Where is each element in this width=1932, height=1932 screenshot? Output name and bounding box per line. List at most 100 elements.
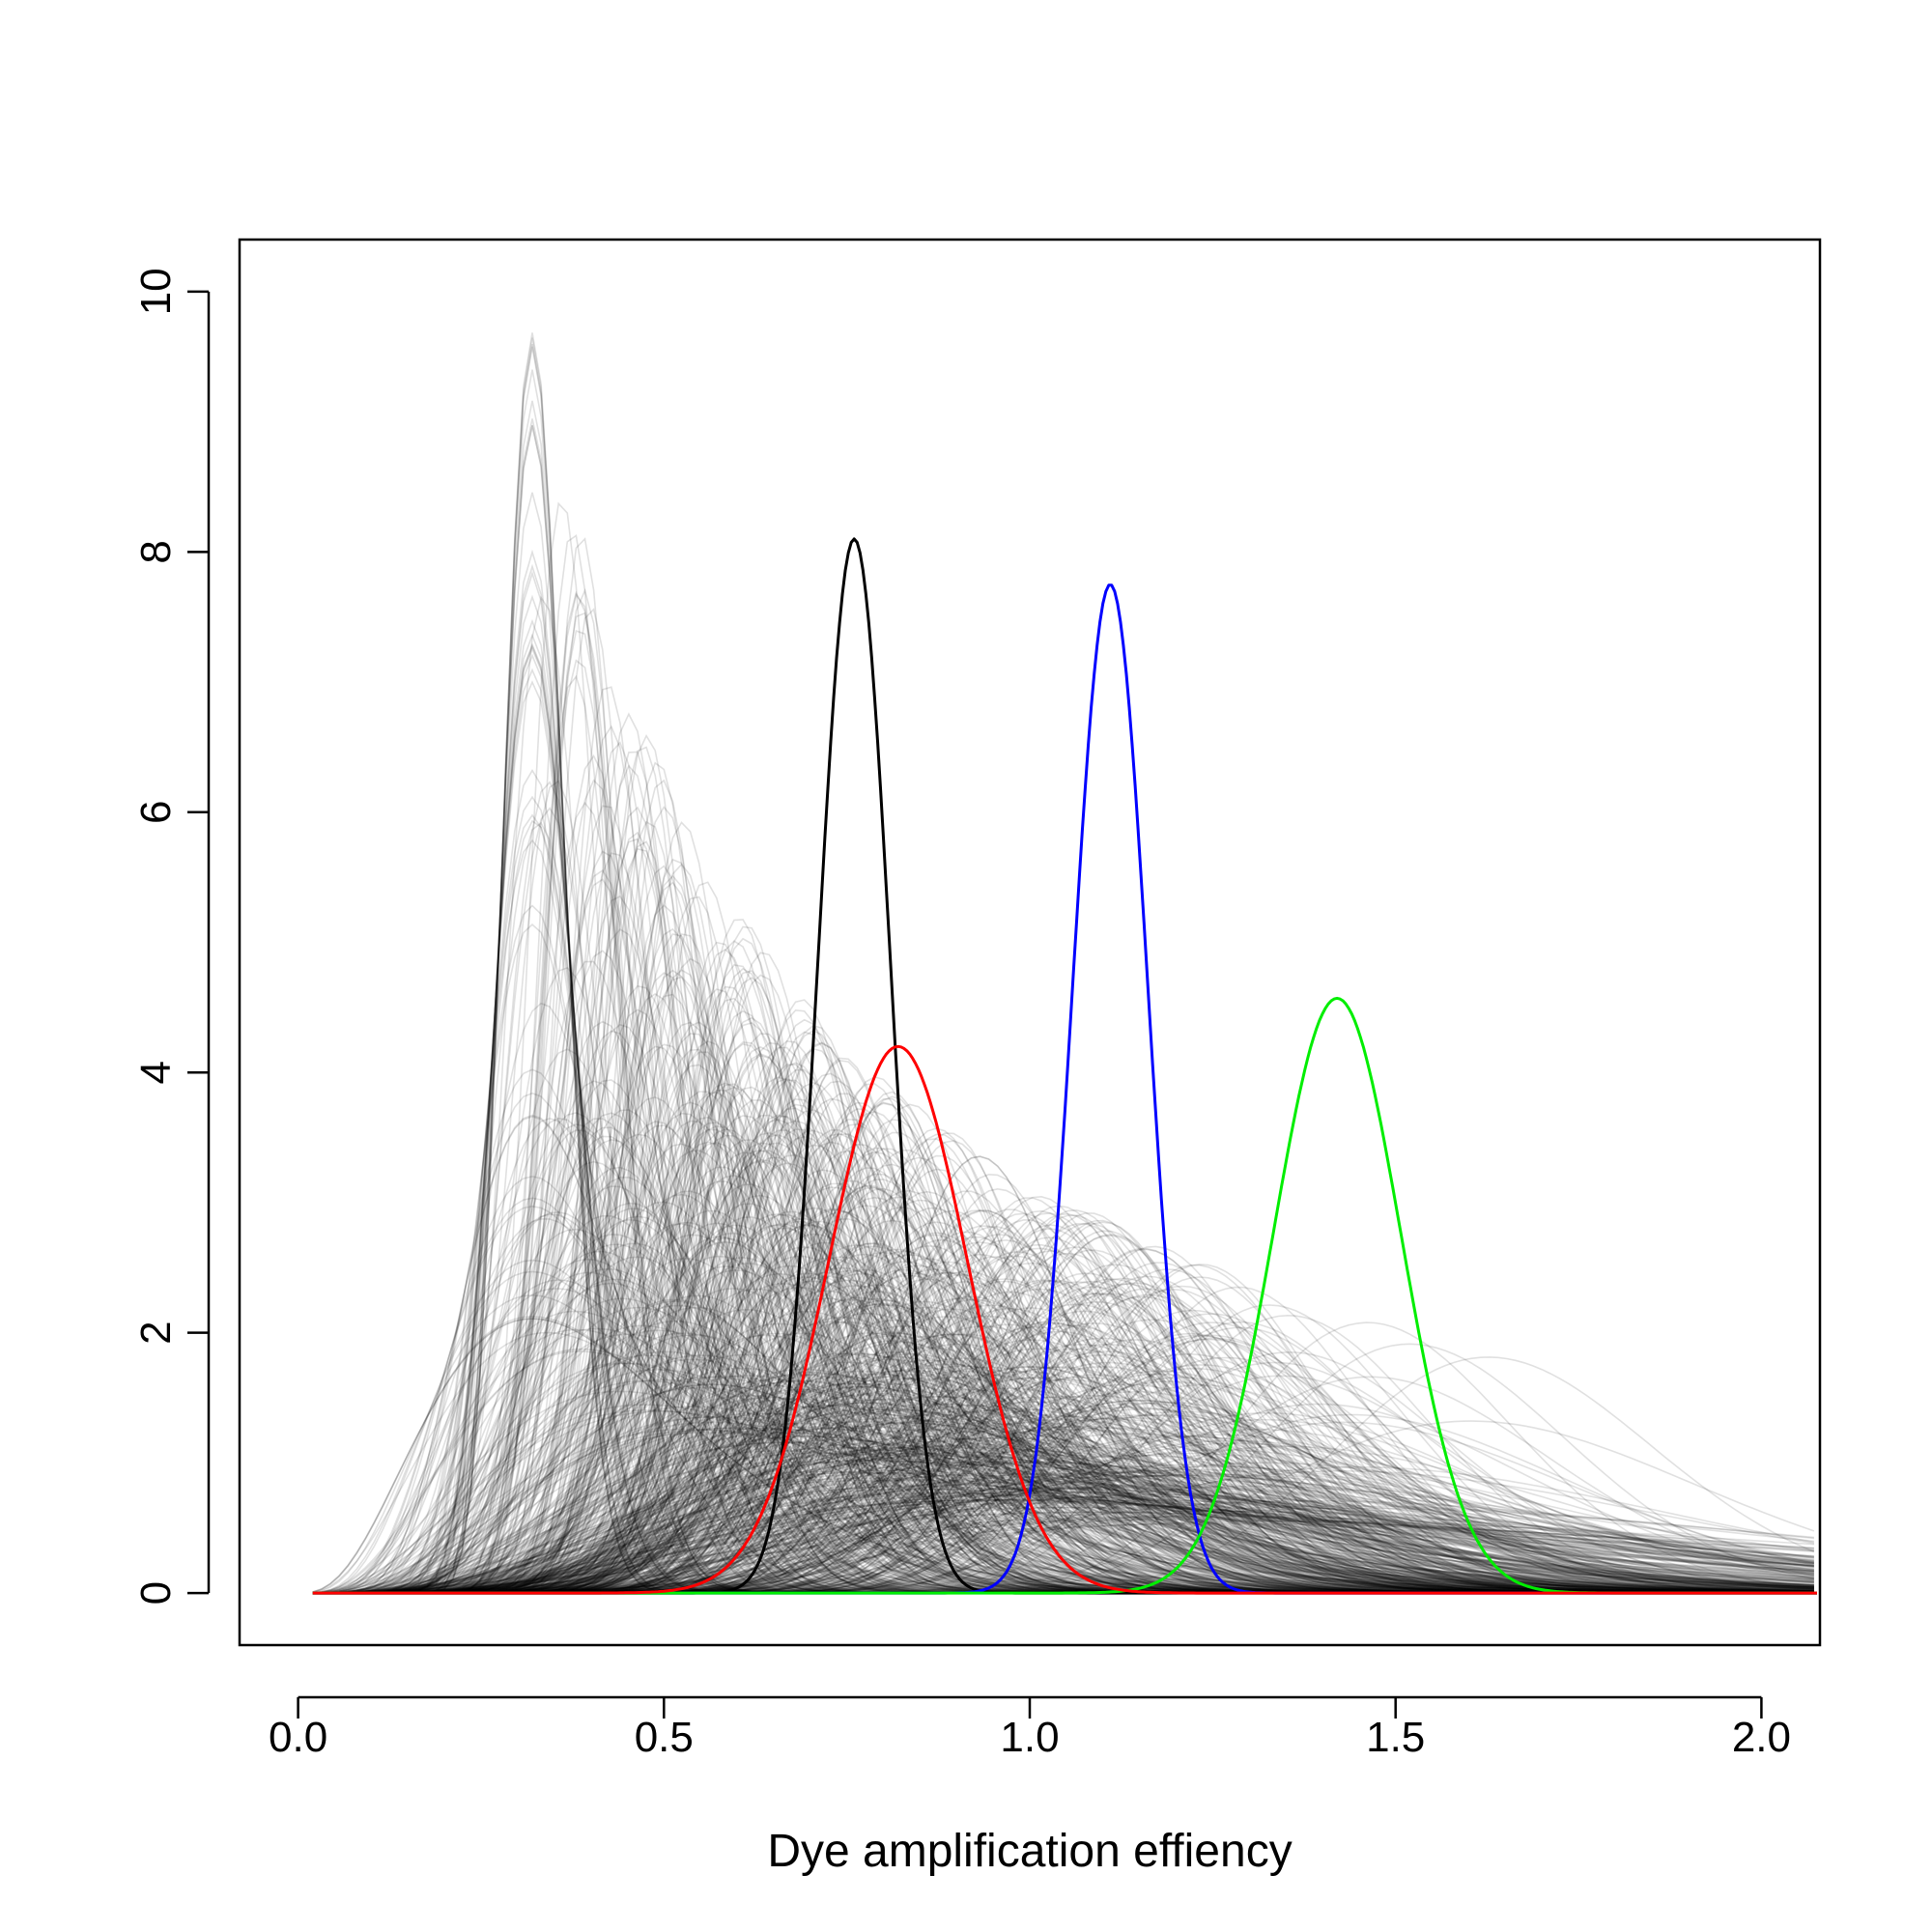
background-curve — [312, 1502, 1814, 1594]
background-curve — [312, 1437, 1814, 1594]
background-curve — [312, 1417, 1814, 1594]
background-curve — [312, 1390, 1814, 1594]
background-curve — [312, 1429, 1814, 1594]
background-curve — [312, 1495, 1814, 1594]
background-curve — [312, 1410, 1814, 1594]
background-curve — [312, 1403, 1814, 1594]
background-curve — [312, 1385, 1814, 1594]
background-curve — [312, 1487, 1814, 1594]
background-curve — [312, 1453, 1814, 1594]
background-curve — [312, 1382, 1814, 1594]
background-curve — [312, 1404, 1814, 1594]
background-curve — [312, 1452, 1814, 1594]
background-curve — [312, 1436, 1814, 1594]
background-curve — [312, 1430, 1814, 1594]
x-tick-label: 1.5 — [1366, 1714, 1425, 1761]
background-curve — [312, 1405, 1814, 1594]
background-curve — [312, 1472, 1814, 1594]
background-curve — [312, 1479, 1814, 1594]
background-curve — [312, 1492, 1814, 1594]
background-curve — [312, 1408, 1814, 1594]
background-curve — [312, 1406, 1814, 1594]
background-curve — [312, 1461, 1814, 1594]
background-curve — [312, 1484, 1814, 1594]
background-curve — [312, 1480, 1814, 1594]
background-curve — [312, 1429, 1814, 1594]
background-curve — [312, 1422, 1814, 1594]
background-curve — [312, 1455, 1814, 1594]
background-curve — [312, 1441, 1814, 1594]
background-curve — [312, 1446, 1814, 1594]
background-curve — [312, 1499, 1814, 1594]
background-curve — [312, 1410, 1814, 1594]
background-curve — [312, 1505, 1814, 1594]
background-curve — [312, 1506, 1814, 1594]
background-curve — [312, 1487, 1814, 1594]
background-curve — [312, 1409, 1814, 1594]
background-curve — [312, 1379, 1814, 1594]
background-curve — [312, 1498, 1814, 1594]
background-curve — [312, 1499, 1814, 1594]
background-curve — [312, 1413, 1814, 1594]
background-curve — [312, 1491, 1814, 1594]
x-tick-label: 0.0 — [269, 1714, 327, 1761]
background-curve — [312, 1488, 1814, 1594]
y-tick-label: 6 — [132, 801, 180, 824]
x-tick-label: 0.5 — [635, 1714, 694, 1761]
y-tick-label: 10 — [132, 268, 180, 315]
x-axis-title: Dye amplification effiency — [767, 1826, 1292, 1877]
background-curve — [312, 1462, 1814, 1594]
background-curve — [312, 1431, 1814, 1594]
background-curve — [312, 1437, 1814, 1594]
background-curve — [312, 1516, 1814, 1594]
background-curve — [312, 1461, 1814, 1594]
background-curve — [312, 1449, 1814, 1594]
background-curve — [312, 1488, 1814, 1594]
background-curve — [312, 1461, 1814, 1594]
background-curve — [312, 1446, 1814, 1594]
background-curve — [312, 1464, 1814, 1594]
background-curve — [312, 1408, 1814, 1594]
background-curve — [312, 1452, 1814, 1594]
background-curve — [312, 1454, 1814, 1594]
background-curve — [312, 1427, 1814, 1594]
background-curve — [312, 1493, 1814, 1594]
y-tick-label: 0 — [132, 1581, 180, 1605]
background-curve — [312, 1474, 1814, 1594]
background-curve — [312, 1440, 1814, 1594]
background-curve — [312, 1389, 1814, 1594]
background-curve — [312, 1388, 1814, 1594]
background-curve — [312, 1392, 1814, 1594]
background-curve — [312, 1443, 1814, 1594]
background-curve — [312, 1411, 1814, 1594]
background-curve — [312, 1468, 1814, 1594]
background-curve — [312, 1471, 1814, 1594]
background-curve — [312, 1511, 1814, 1594]
background-curve — [312, 1443, 1814, 1594]
background-curve — [312, 1498, 1814, 1594]
background-curve — [312, 1461, 1814, 1594]
background-curve — [312, 1507, 1814, 1594]
background-curve — [312, 1395, 1814, 1594]
background-curve — [312, 1506, 1814, 1594]
background-curve — [312, 1421, 1814, 1594]
background-curve — [312, 1455, 1814, 1594]
background-curve — [312, 1496, 1814, 1594]
background-curve — [312, 1427, 1814, 1594]
background-curve — [312, 1451, 1814, 1594]
background-curve — [312, 1474, 1814, 1594]
background-curve — [312, 1403, 1814, 1594]
background-curve — [312, 1450, 1814, 1594]
background-curve — [312, 1370, 1814, 1594]
background-curve — [312, 1473, 1814, 1594]
background-curve — [312, 1415, 1814, 1594]
background-curve — [312, 1425, 1814, 1594]
background-curve — [312, 1402, 1814, 1594]
background-curve — [312, 1427, 1814, 1594]
background-curve — [312, 1412, 1814, 1594]
background-curve — [312, 1385, 1814, 1594]
background-curve — [312, 1471, 1814, 1594]
background-curve — [312, 1448, 1814, 1594]
background-curve — [312, 1472, 1814, 1594]
